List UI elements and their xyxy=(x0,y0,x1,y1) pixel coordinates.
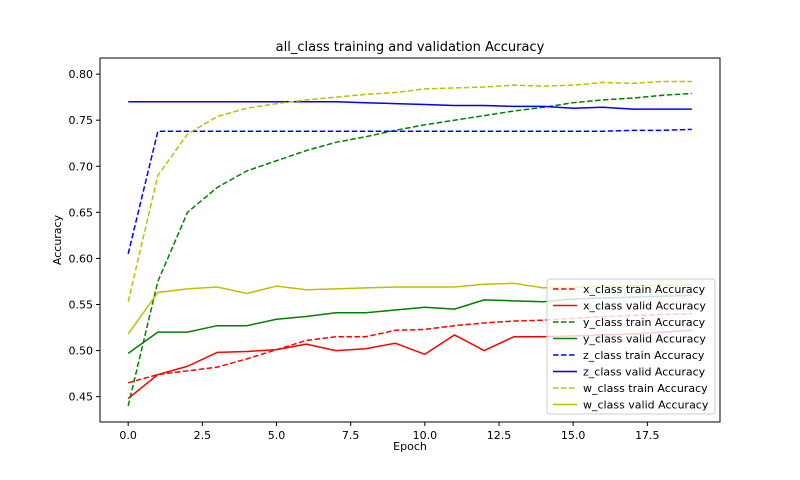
x-tick-label: 10.0 xyxy=(413,429,438,442)
series-line-y-class-train-accuracy xyxy=(127,92,692,407)
x-tick-label: 7.5 xyxy=(342,429,360,442)
series-line-w-class-train-accuracy xyxy=(127,80,692,302)
legend: x_class train Accuracy x_class valid Accu… xyxy=(546,278,716,415)
y-axis: 0.45 0.50 0.55 0.60 0.65 0.70 0.75 0.80 xyxy=(69,68,100,404)
y-tick-label: 0.45 xyxy=(69,391,94,404)
series-line-z-class-valid-accuracy xyxy=(128,101,692,110)
x-tick-label: 17.5 xyxy=(635,429,660,442)
chart-title: all_class training and validation Accura… xyxy=(276,40,545,55)
legend-label: x_class train Accuracy xyxy=(583,283,706,296)
legend-label: y_class valid Accuracy xyxy=(583,333,706,346)
legend-label: z_class valid Accuracy xyxy=(583,366,706,379)
x-tick-label: 12.5 xyxy=(487,429,512,442)
y-tick-label: 0.50 xyxy=(69,345,94,358)
y-tick-label: 0.70 xyxy=(69,160,94,173)
x-tick-label: 5.0 xyxy=(268,429,286,442)
x-axis-title: Epoch xyxy=(393,440,427,453)
y-tick-label: 0.55 xyxy=(69,299,94,312)
y-axis-title: Accuracy xyxy=(51,214,64,265)
plot-frame xyxy=(99,57,721,423)
x-axis: 0.0 2.5 5.0 7.5 10.0 12.5 15.0 17.5 xyxy=(119,422,660,442)
y-tick-label: 0.75 xyxy=(69,114,94,127)
legend-label: w_class valid Accuracy xyxy=(583,399,709,412)
y-tick-label: 0.65 xyxy=(69,206,94,219)
legend-label: x_class valid Accuracy xyxy=(583,300,706,313)
legend-label: z_class train Accuracy xyxy=(583,349,705,362)
y-tick-label: 0.80 xyxy=(69,68,94,81)
series-line-z-class-train-accuracy xyxy=(127,128,692,254)
y-tick-label: 0.60 xyxy=(69,252,94,265)
x-tick-label: 2.5 xyxy=(194,429,212,442)
legend-box xyxy=(546,278,716,415)
x-tick-label: 15.0 xyxy=(561,429,586,442)
x-tick-label: 0.0 xyxy=(119,429,137,442)
legend-label: w_class train Accuracy xyxy=(583,382,708,395)
legend-label: y_class train Accuracy xyxy=(583,316,706,329)
